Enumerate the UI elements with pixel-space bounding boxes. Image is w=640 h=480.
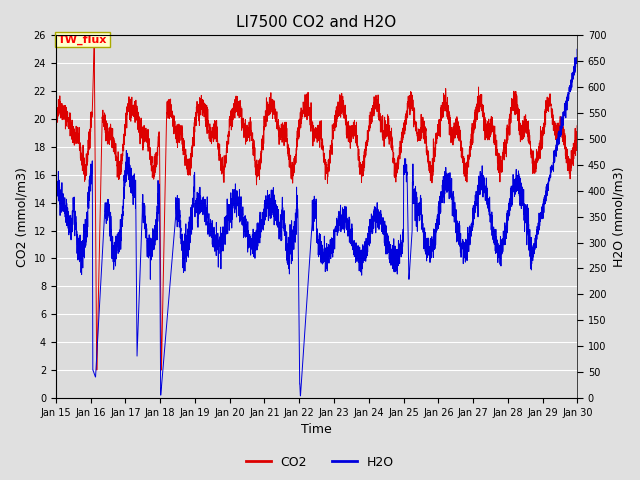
CO2	[52, 119, 60, 125]
H2O	[275, 236, 283, 242]
H2O	[431, 235, 438, 240]
H2O	[300, 345, 308, 350]
CO2	[90, 44, 98, 49]
Y-axis label: H2O (mmol/m3): H2O (mmol/m3)	[612, 167, 625, 267]
H2O	[296, 393, 304, 399]
CO2	[532, 164, 540, 169]
CO2	[558, 132, 566, 137]
Y-axis label: CO2 (mmol/m3): CO2 (mmol/m3)	[15, 167, 28, 266]
H2O	[532, 236, 540, 241]
H2O	[271, 206, 279, 212]
CO2	[271, 116, 279, 122]
H2O	[573, 46, 581, 52]
CO2	[300, 100, 308, 106]
H2O	[557, 132, 565, 138]
X-axis label: Time: Time	[301, 423, 332, 436]
Text: TW_flux: TW_flux	[58, 34, 107, 45]
CO2	[275, 133, 283, 139]
Legend: CO2, H2O: CO2, H2O	[241, 451, 399, 474]
CO2	[431, 154, 439, 160]
CO2	[573, 129, 581, 134]
Line: H2O: H2O	[56, 49, 577, 396]
H2O	[52, 198, 60, 204]
Title: LI7500 CO2 and H2O: LI7500 CO2 and H2O	[236, 15, 397, 30]
H2O	[573, 52, 581, 58]
CO2	[93, 367, 100, 373]
Line: CO2: CO2	[56, 47, 577, 370]
